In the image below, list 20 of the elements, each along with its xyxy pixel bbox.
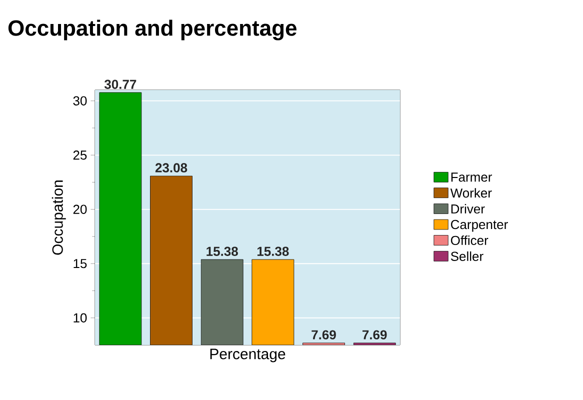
y-tick-label: 15	[74, 259, 87, 268]
x-axis-title: Percentage	[210, 348, 286, 362]
data-label: 15.38	[206, 246, 238, 256]
data-label: 15.38	[257, 246, 289, 256]
legend-label: Worker	[450, 188, 492, 198]
y-tick-label: 30	[73, 96, 87, 106]
data-label: 7.69	[312, 330, 336, 340]
data-label: 7.69	[362, 330, 387, 340]
y-tick-label: 25	[73, 150, 87, 160]
data-label: 23.08	[155, 163, 188, 172]
data-label: 30.77	[104, 80, 136, 89]
legend-label: Driver	[451, 204, 485, 214]
legend-label: Farmer	[451, 172, 492, 182]
y-tick-label: 10	[74, 313, 87, 322]
legend-label: Seller	[450, 251, 484, 261]
y-axis-title: Occupation	[52, 180, 66, 255]
legend-label: Carpenter	[450, 220, 508, 232]
y-tick-label: 20	[73, 204, 87, 214]
legend-label: Officer	[450, 236, 488, 246]
chart-title: Occupation and percentage	[8, 20, 296, 40]
